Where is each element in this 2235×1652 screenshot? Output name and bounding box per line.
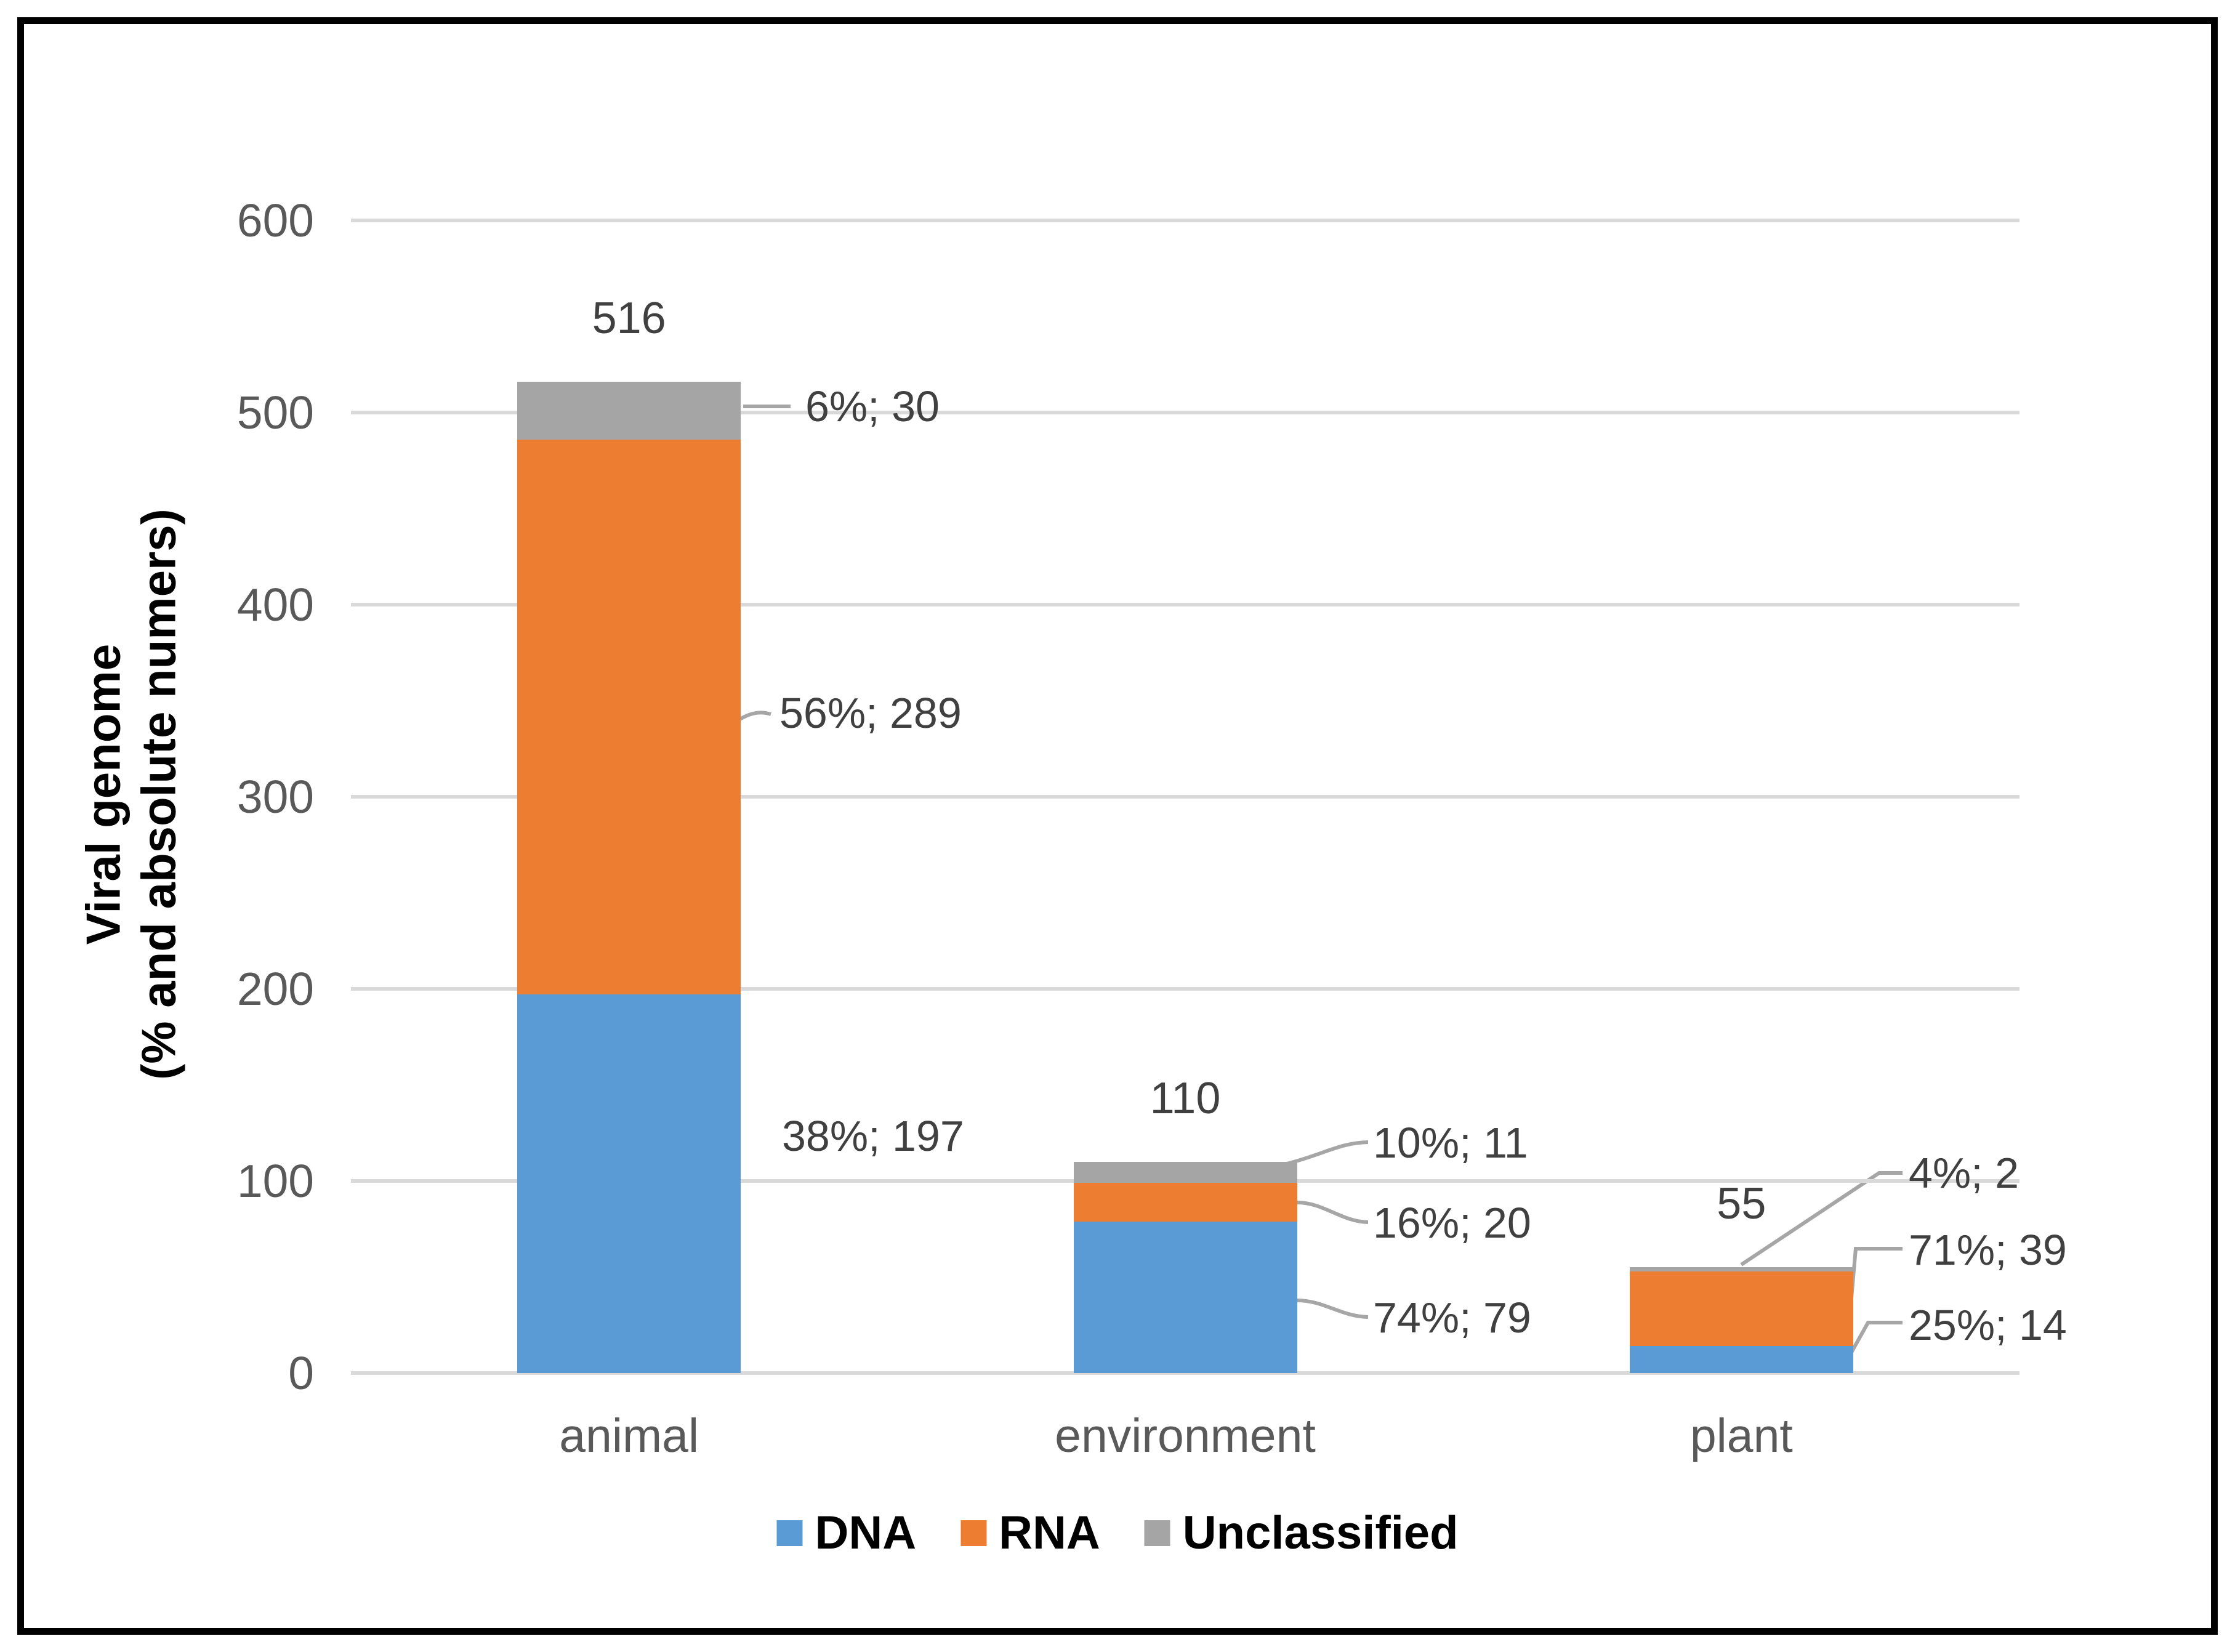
gridline-y-0 xyxy=(351,1371,2020,1375)
x-axis-label-animal: animal xyxy=(559,1409,699,1462)
segment-label-environment-dna: 74%; 79 xyxy=(1373,1294,1531,1342)
y-tick-100: 100 xyxy=(236,1155,314,1207)
leader-plant-unclassified xyxy=(1740,1171,1903,1267)
gridline-y-200 xyxy=(351,987,2020,991)
bar-segment-animal-unclassified xyxy=(517,382,741,440)
leader-environment-unclassified xyxy=(1286,1140,1369,1166)
gridline-y-300 xyxy=(351,795,2020,799)
legend-swatch-dna xyxy=(776,1520,803,1546)
total-label-environment: 110 xyxy=(1150,1073,1221,1123)
segment-label-plant-dna: 25%; 14 xyxy=(1909,1301,2067,1349)
segment-label-plant-unclassified: 4%; 2 xyxy=(1909,1149,2019,1197)
y-tick-600: 600 xyxy=(236,195,314,246)
segment-label-animal-unclassified: 6%; 30 xyxy=(805,382,940,430)
leader-plant-dna xyxy=(1848,1321,1903,1356)
y-tick-300: 300 xyxy=(236,771,314,823)
x-axis-label-plant: plant xyxy=(1689,1409,1793,1462)
y-axis-title-line1: Viral genome xyxy=(76,643,131,945)
segment-label-animal-rna: 56%; 289 xyxy=(779,689,962,737)
leader-plant-rna xyxy=(1849,1247,1903,1306)
segment-label-environment-unclassified: 10%; 11 xyxy=(1373,1119,1528,1167)
total-label-plant: 55 xyxy=(1717,1179,1766,1229)
bar-segment-environment-rna xyxy=(1073,1183,1297,1222)
gridline-y-500 xyxy=(351,411,2020,414)
y-tick-400: 400 xyxy=(236,579,314,631)
y-tick-500: 500 xyxy=(236,387,314,438)
legend-label-dna: DNA xyxy=(815,1507,917,1559)
leader-environment-rna xyxy=(1297,1201,1369,1224)
segment-label-environment-rna: 16%; 20 xyxy=(1373,1199,1531,1247)
segment-label-animal-dna: 38%; 197 xyxy=(782,1112,964,1160)
legend-swatch-unclassified xyxy=(1144,1520,1170,1546)
legend-item-dna: DNA xyxy=(776,1510,916,1557)
bar-segment-environment-dna xyxy=(1073,1221,1297,1373)
y-tick-0: 0 xyxy=(288,1347,314,1399)
total-label-animal: 516 xyxy=(592,294,666,344)
legend-label-unclassified: Unclassified xyxy=(1182,1507,1459,1559)
bar-segment-plant-unclassified xyxy=(1629,1267,1853,1271)
legend-item-unclassified: Unclassified xyxy=(1144,1507,1459,1559)
legend-swatch-rna xyxy=(960,1520,987,1546)
y-axis-title: Viral genome (% and absolute numers) xyxy=(76,509,187,1079)
legend-label-rna: RNA xyxy=(999,1507,1100,1559)
bar-segment-environment-unclassified xyxy=(1073,1161,1297,1183)
figure-border-frame xyxy=(17,17,2218,1635)
bar-segment-plant-dna xyxy=(1629,1346,1853,1373)
x-axis-label-environment: environment xyxy=(1055,1409,1316,1462)
bar-segment-animal-dna xyxy=(517,994,741,1373)
leader-environment-dna xyxy=(1297,1299,1369,1319)
legend: DNA RNA Unclassified xyxy=(776,1507,1459,1559)
y-tick-200: 200 xyxy=(236,963,314,1015)
segment-label-plant-rna: 71%; 39 xyxy=(1909,1226,2067,1274)
legend-item-rna: RNA xyxy=(960,1510,1100,1557)
gridline-y-400 xyxy=(351,603,2020,606)
bar-segment-animal-rna xyxy=(517,439,741,995)
leader-animal-rna xyxy=(739,711,771,721)
bar-segment-plant-rna xyxy=(1629,1271,1853,1347)
gridline-y-600 xyxy=(351,219,2020,222)
